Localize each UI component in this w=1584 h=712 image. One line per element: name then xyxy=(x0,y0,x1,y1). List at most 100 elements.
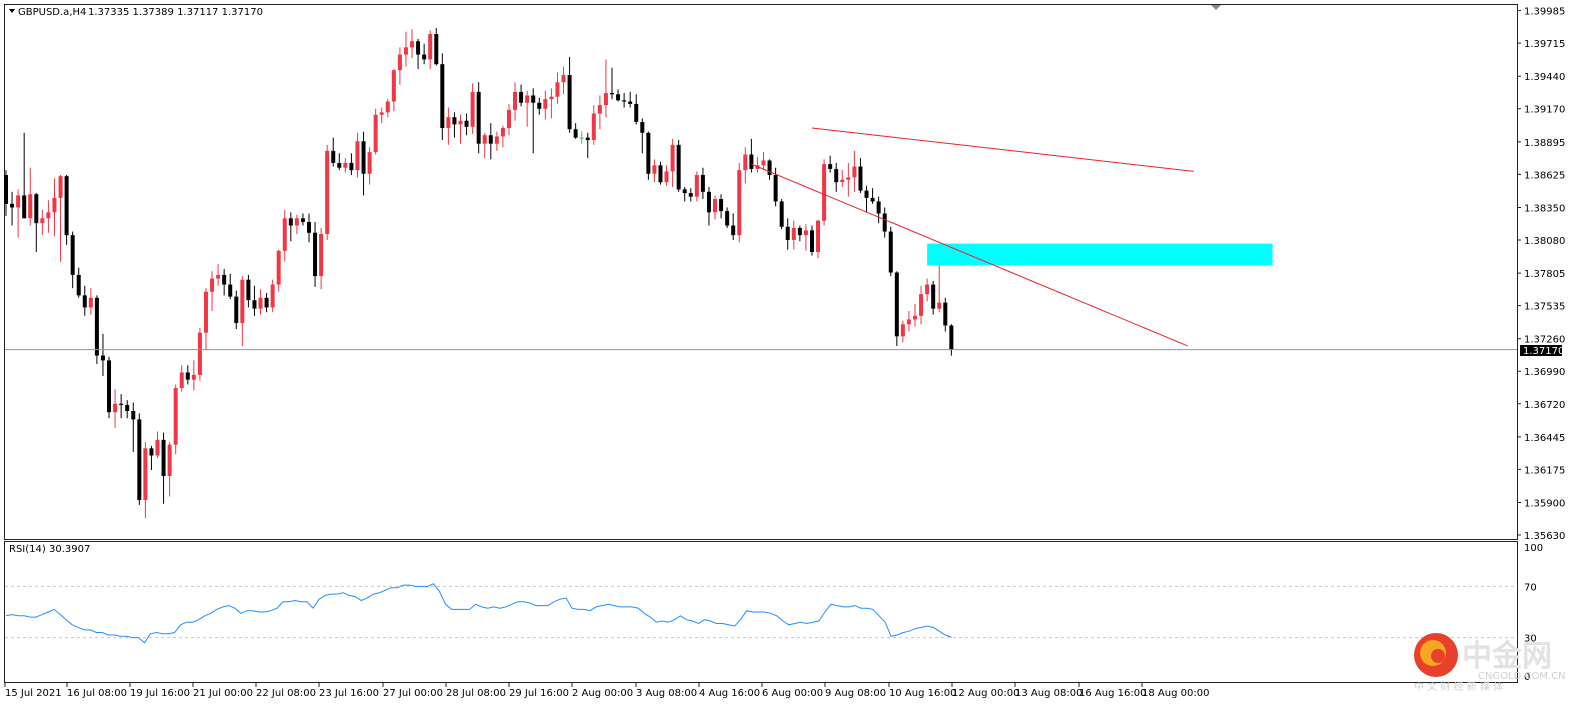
x-tick-label: 10 Aug 16:00 xyxy=(889,688,956,699)
candle xyxy=(925,278,930,302)
candle xyxy=(173,384,178,455)
candle xyxy=(700,167,705,200)
candle xyxy=(840,170,845,188)
x-tick-label: 29 Jul 16:00 xyxy=(509,688,569,699)
candle xyxy=(894,271,899,346)
candle-body xyxy=(785,226,790,240)
candle-body xyxy=(882,213,887,232)
candle-body xyxy=(876,201,881,214)
candle-body xyxy=(797,227,802,236)
candle xyxy=(713,195,718,220)
candle xyxy=(682,187,687,202)
x-tick-label: 12 Aug 00:00 xyxy=(952,688,1019,699)
candle-body xyxy=(258,297,263,309)
candle-body xyxy=(397,54,402,71)
candle-body xyxy=(731,225,736,236)
candle xyxy=(597,95,602,130)
candle xyxy=(791,220,796,250)
candle-body xyxy=(343,162,348,168)
candle-body xyxy=(373,114,378,153)
candle xyxy=(203,288,208,350)
candle xyxy=(391,69,396,112)
candle-body xyxy=(216,274,221,279)
candle xyxy=(846,162,851,197)
candle-body xyxy=(313,232,318,277)
x-tick-label: 4 Aug 16:00 xyxy=(699,688,760,699)
candle-body xyxy=(761,160,766,166)
candle xyxy=(888,226,893,277)
x-tick-label: 9 Aug 08:00 xyxy=(825,688,886,699)
candle xyxy=(706,187,711,226)
candle-body xyxy=(949,325,954,350)
candle xyxy=(210,271,215,312)
candle xyxy=(373,108,378,155)
candle xyxy=(282,209,287,262)
candle xyxy=(658,161,663,185)
candle xyxy=(858,158,863,194)
candle-body xyxy=(391,70,396,102)
candle xyxy=(913,303,917,327)
candle-body xyxy=(167,444,172,476)
candle-body xyxy=(779,201,784,227)
candle xyxy=(82,285,87,316)
candle xyxy=(494,131,499,151)
candle-body xyxy=(943,302,948,326)
candle-body xyxy=(161,439,166,476)
candle-body xyxy=(543,99,548,109)
candle-body xyxy=(82,295,87,308)
candle xyxy=(416,38,421,70)
upper-trendline[interactable] xyxy=(811,127,1194,172)
candle-body xyxy=(634,103,639,122)
x-tick-label: 23 Jul 16:00 xyxy=(319,688,379,699)
candle xyxy=(119,394,124,419)
candle xyxy=(270,279,275,313)
candle-body xyxy=(131,410,136,420)
candle xyxy=(906,311,911,332)
lower-trendline[interactable] xyxy=(751,163,1188,347)
dropdown-triangle-icon[interactable] xyxy=(9,9,15,13)
candle xyxy=(70,231,75,289)
candle xyxy=(779,199,784,230)
candle-body xyxy=(664,171,669,183)
candle-body xyxy=(900,324,905,337)
main-plot-frame xyxy=(4,4,1518,540)
candle xyxy=(470,83,475,135)
candle xyxy=(834,162,839,192)
candle-body xyxy=(70,235,75,275)
candle xyxy=(640,118,645,154)
candle xyxy=(900,320,905,343)
candle-body xyxy=(476,91,481,144)
candle xyxy=(319,227,324,290)
rsi-level-label: 70 xyxy=(1524,582,1537,593)
candle xyxy=(931,280,936,315)
candle xyxy=(803,224,808,251)
candle-body xyxy=(52,197,57,213)
candle-body xyxy=(506,109,511,129)
candle xyxy=(331,137,336,167)
candle-body xyxy=(288,218,293,226)
candle xyxy=(58,174,63,262)
candle-body xyxy=(379,112,384,115)
y-tick-label: 1.39440 xyxy=(1524,72,1565,83)
chart-shift-icon[interactable] xyxy=(1211,5,1221,10)
y-tick-label: 1.38895 xyxy=(1524,138,1565,149)
y-tick-label: 1.36720 xyxy=(1524,400,1565,411)
candle xyxy=(179,365,184,392)
candle-body xyxy=(519,91,524,103)
candle xyxy=(10,191,15,226)
candle xyxy=(143,442,148,519)
candle xyxy=(16,189,21,238)
candle xyxy=(100,333,105,377)
candle-body xyxy=(482,135,487,144)
candle xyxy=(403,31,408,67)
candle-body xyxy=(434,34,439,65)
candle xyxy=(40,209,45,236)
candle-body xyxy=(119,403,124,405)
candle xyxy=(434,28,439,66)
candle-body xyxy=(294,218,299,226)
candle-body xyxy=(931,284,936,309)
candle-body xyxy=(113,403,118,413)
candle xyxy=(591,105,596,145)
candle xyxy=(761,152,766,171)
candle-body xyxy=(822,164,827,221)
